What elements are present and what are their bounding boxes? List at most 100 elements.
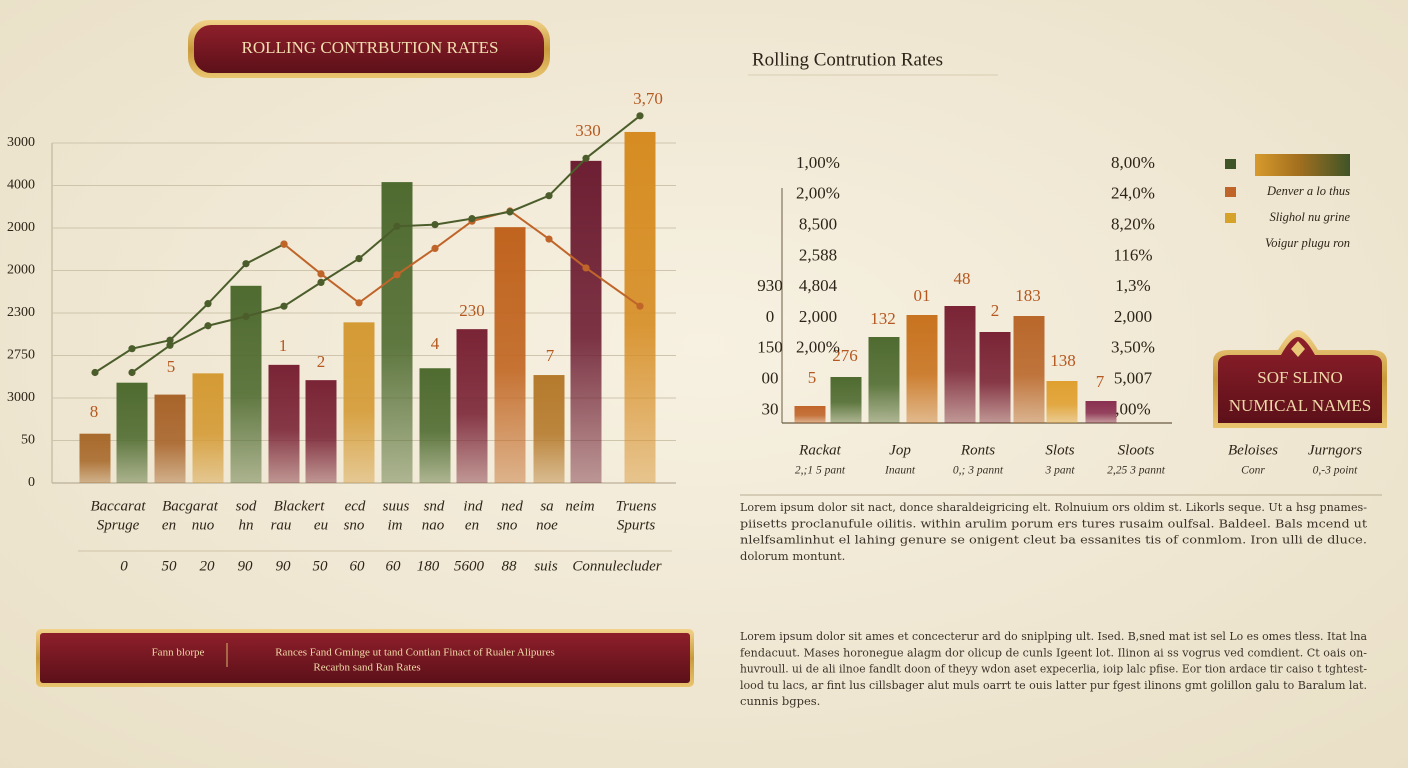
footer-banner xyxy=(40,633,690,683)
column-label: 1,3% xyxy=(1115,276,1150,295)
bar xyxy=(192,373,224,483)
legend-swatch xyxy=(1225,213,1236,223)
bar xyxy=(268,364,300,483)
x-sublabel: Conr xyxy=(1241,465,1265,477)
column-label: 4,804 xyxy=(799,276,838,295)
x-label: sod xyxy=(236,498,257,514)
x-label: 60 xyxy=(386,558,402,574)
line-point xyxy=(545,192,553,200)
column-label: 3,50% xyxy=(1111,338,1155,357)
annotation: 132 xyxy=(870,309,896,328)
x-label: 90 xyxy=(238,558,254,574)
x-label: neim xyxy=(565,498,594,514)
right-chart-title: Rolling Contrution Rates xyxy=(752,49,943,70)
badge-emblem xyxy=(1291,341,1305,357)
line-point xyxy=(636,302,644,310)
y-tick-label: 50 xyxy=(21,433,35,448)
column-label: 2,00% xyxy=(796,338,840,357)
annotation: 230 xyxy=(459,301,485,320)
annotation: 01 xyxy=(914,286,931,305)
legend-label: Voigur plugu ron xyxy=(1265,236,1350,250)
line-point xyxy=(317,278,325,286)
column-label: ,00% xyxy=(1115,399,1150,418)
line-point xyxy=(128,345,136,353)
left-chart-title: ROLLING CONTRBUTION RATES xyxy=(242,38,499,57)
x-label: Spurts xyxy=(617,517,656,533)
badge-line: NUMICAL NAMES xyxy=(1229,396,1371,415)
column-label: 00 xyxy=(762,369,779,388)
x-sublabel: 0,-3 point xyxy=(1313,465,1359,477)
line-point xyxy=(204,300,212,308)
footer-label: Fann blorpe xyxy=(152,647,205,659)
column-label: 5,007 xyxy=(1114,369,1153,388)
x-label: Slots xyxy=(1045,442,1074,458)
y-tick-label: 2000 xyxy=(7,263,35,278)
bar xyxy=(944,306,976,423)
y-tick-label: 3000 xyxy=(7,135,35,150)
annotation: 183 xyxy=(1015,286,1041,305)
column-label: 1,00% xyxy=(796,153,840,172)
bar xyxy=(906,315,938,423)
x-label: snd xyxy=(424,498,445,514)
column-label: 8,00% xyxy=(1111,153,1155,172)
paragraph-line: fendacuut. Mases horonegue alagm dor oli… xyxy=(740,645,1367,659)
paragraph-line: nlelfsamlinhut el lahing genure se onige… xyxy=(740,533,1367,547)
line-series xyxy=(94,243,285,374)
x-label: rau xyxy=(271,517,292,533)
bar xyxy=(570,160,602,483)
bar xyxy=(979,332,1011,423)
footer-line: Rances Fand Gminge ut tand Contian Finac… xyxy=(275,647,555,659)
x-label: Beloises xyxy=(1228,442,1278,458)
column-label: 2,00% xyxy=(796,184,840,203)
bar xyxy=(305,380,337,483)
paragraph-line: cunnis bgpes. xyxy=(740,694,820,708)
paragraph-line: dolorum montunt. xyxy=(740,549,845,563)
column-label: 24,0% xyxy=(1111,184,1155,203)
x-label: en xyxy=(465,517,479,533)
line-point xyxy=(468,215,476,223)
x-label: 60 xyxy=(350,558,366,574)
bar xyxy=(533,375,565,483)
column-label: 30 xyxy=(762,399,779,418)
x-label: 20 xyxy=(200,558,216,574)
x-label: ned xyxy=(501,498,523,514)
line-point xyxy=(355,255,363,263)
line-point xyxy=(166,336,174,344)
line-series xyxy=(283,209,641,308)
annotation: 138 xyxy=(1050,351,1076,370)
annotation: 276 xyxy=(832,346,858,365)
legend-swatch xyxy=(1225,159,1236,169)
x-label: 5600 xyxy=(454,558,485,574)
line-series xyxy=(131,115,641,374)
x-label: ind xyxy=(463,498,483,514)
x-label: en xyxy=(162,517,176,533)
legend-gradient xyxy=(1255,154,1350,176)
line-point xyxy=(204,322,212,330)
bar xyxy=(154,394,186,483)
y-tick-label: 2750 xyxy=(7,348,35,363)
annotation: 7 xyxy=(546,346,555,365)
bar xyxy=(868,337,900,423)
bar xyxy=(419,368,451,483)
badge xyxy=(1218,337,1382,423)
bar xyxy=(1013,316,1045,423)
annotation: 1 xyxy=(279,336,288,355)
annotation: 7 xyxy=(1096,372,1105,391)
column-label: 2,000 xyxy=(799,307,837,326)
x-label: nao xyxy=(422,517,445,533)
x-label: Blackert xyxy=(274,498,326,514)
x-sublabel: 2,25 3 pannt xyxy=(1107,465,1166,477)
line-point xyxy=(582,154,590,162)
line-point xyxy=(166,341,174,349)
x-label: sno xyxy=(344,517,365,533)
column-label: 8,20% xyxy=(1111,215,1155,234)
line-point xyxy=(393,271,401,279)
x-label: Spruge xyxy=(97,517,140,533)
paragraph-line: Lorem ipsum dolor sit ames et concecteru… xyxy=(740,629,1367,643)
x-sublabel: 2,;1 5 pant xyxy=(795,465,846,477)
line-point xyxy=(545,235,553,243)
annotation: 48 xyxy=(954,269,971,288)
y-tick-label: 2000 xyxy=(7,220,35,235)
annotation: 8 xyxy=(90,402,99,421)
